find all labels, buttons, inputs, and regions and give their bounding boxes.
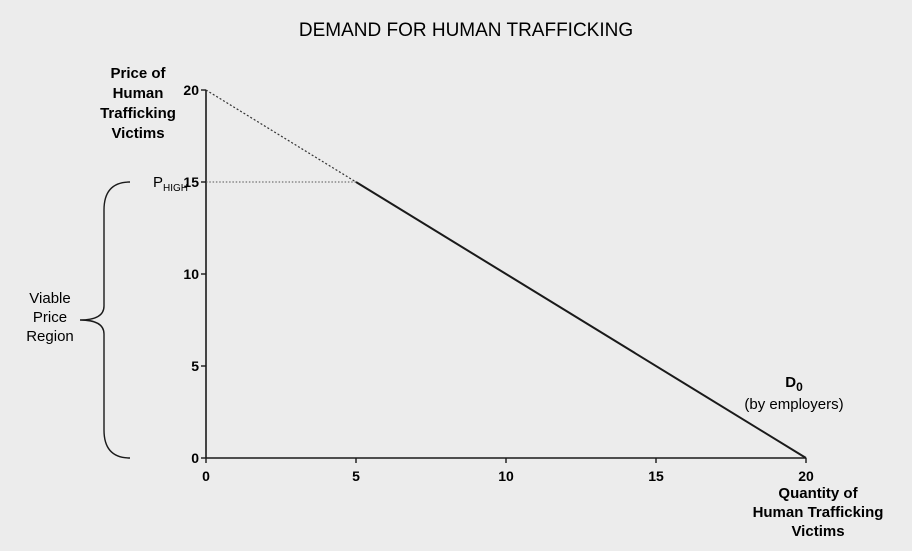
viable-price-region-label: Viable Price Region <box>26 290 74 345</box>
y-axis-ticks: 0 5 10 15 20 <box>183 82 206 466</box>
y-axis-title-line: Victims <box>111 125 164 142</box>
chart-title: DEMAND FOR HUMAN TRAFFICKING <box>299 20 633 41</box>
demand-curve-solid-segment <box>355 181 807 459</box>
viable-price-region-brace <box>79 181 131 459</box>
x-tick-label: 10 <box>498 468 514 484</box>
y-axis-title: Price of Human Trafficking Victims <box>100 65 176 142</box>
y-axis-title-line: Price of <box>110 65 166 82</box>
demand-curve-label: D0 <box>785 374 803 394</box>
region-label-line: Viable <box>29 290 70 307</box>
x-axis-title: Quantity of Human Trafficking Victims <box>753 485 884 540</box>
demand-curve-dashed-segment <box>205 89 357 183</box>
x-tick-label: 15 <box>648 468 664 484</box>
demand-curve-label-subscript: 0 <box>796 380 803 394</box>
y-tick-label: 0 <box>191 450 199 466</box>
y-axis-title-line: Human <box>113 85 164 102</box>
y-tick-label: 15 <box>183 174 199 190</box>
x-axis-title-line: Human Trafficking <box>753 504 884 521</box>
p-high-subscript: HIGH <box>163 183 188 194</box>
p-high-label: PHIGH <box>153 174 188 194</box>
x-axis-title-line: Victims <box>791 523 844 540</box>
y-tick-label: 5 <box>191 358 199 374</box>
y-axis-title-line: Trafficking <box>100 105 176 122</box>
y-tick-label: 20 <box>183 82 199 98</box>
x-tick-label: 20 <box>798 468 814 484</box>
x-tick-label: 5 <box>352 468 360 484</box>
demand-curve-note: (by employers) <box>744 396 843 413</box>
p-high-main: P <box>153 174 163 191</box>
y-tick-label: 10 <box>183 266 199 282</box>
x-tick-label: 0 <box>202 468 210 484</box>
x-axis-title-line: Quantity of <box>778 485 858 502</box>
x-axis-ticks: 0 5 10 15 20 <box>202 458 814 484</box>
region-label-line: Region <box>26 328 74 345</box>
demand-curve-label-main: D <box>785 374 796 391</box>
region-label-line: Price <box>33 309 67 326</box>
